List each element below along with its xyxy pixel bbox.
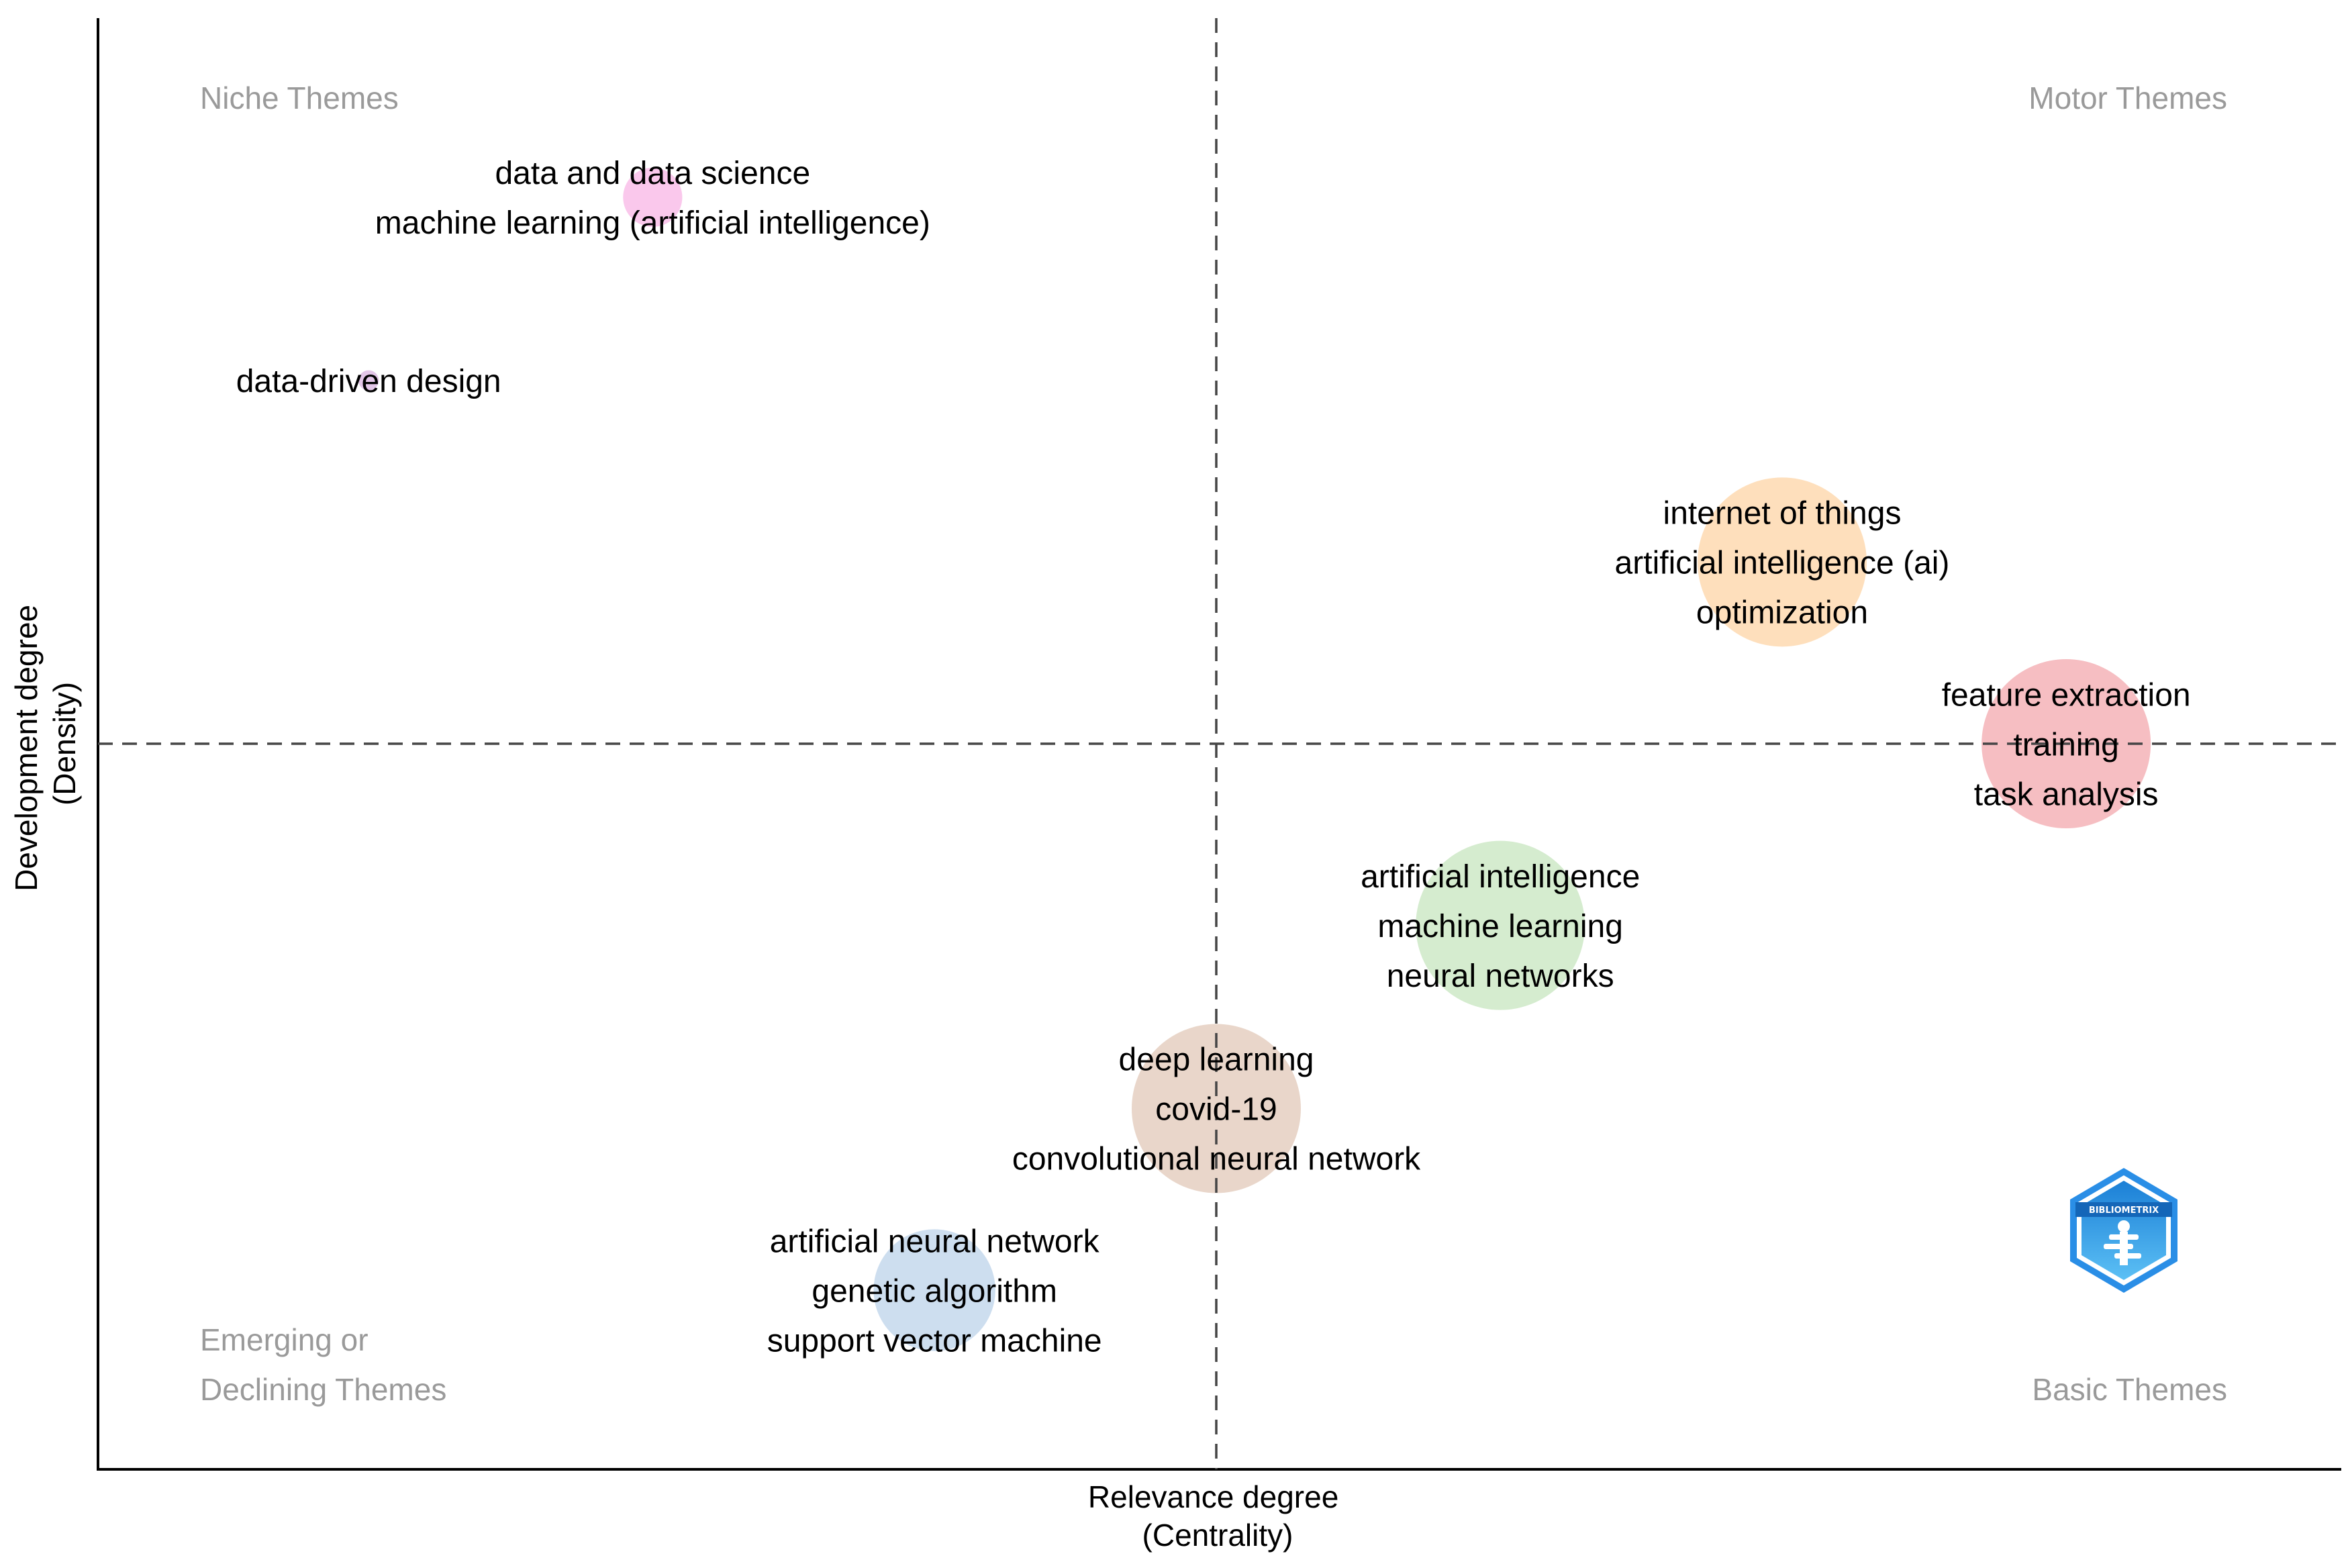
cluster-data-science-label-2: machine learning (artificial intelligenc… <box>375 205 930 241</box>
bibliometrix-logo: BIBLIOMETRIX <box>2070 1168 2177 1293</box>
cluster-iot-bubble <box>1697 477 1867 647</box>
cluster-deep-learning-label-1: deep learning <box>1119 1042 1314 1078</box>
logo-banner <box>2075 1202 2172 1217</box>
logo-figure-icon <box>2104 1220 2141 1265</box>
cluster-ann-label-2: genetic algorithm <box>812 1273 1057 1309</box>
cluster-ann-label-1: artificial neural network <box>770 1224 1100 1259</box>
quadrant-emerging-themes: Emerging or Declining Themes <box>200 1322 446 1407</box>
cluster-iot-label-3: optimization <box>1696 595 1868 631</box>
cluster-ai-label-3: neural networks <box>1387 959 1614 994</box>
cluster-ai-bubble <box>1416 840 1585 1010</box>
cluster-ai-label-2: machine learning <box>1377 909 1623 944</box>
cluster-feature-extraction-label-1: feature extraction <box>1942 677 2191 713</box>
cluster-deep-learning-label-3: convolutional neural network <box>1012 1142 1421 1177</box>
y-axis-title: Development degree (Density) <box>9 596 82 891</box>
quadrant-niche-line-1: Niche Themes <box>200 81 399 115</box>
cluster-iot-label-1: internet of things <box>1663 496 1902 532</box>
quadrant-emerging-line-1: Emerging or <box>200 1322 369 1357</box>
cluster-deep-learning-label-2: covid-19 <box>1155 1092 1277 1128</box>
cluster-ann-bubble <box>873 1229 995 1351</box>
cluster-data-driven-label-1: data-driven design <box>236 364 501 399</box>
quadrant-basic-line-1: Basic Themes <box>2032 1372 2227 1407</box>
x-axis-title-line-2: (Centrality) <box>1142 1518 1293 1553</box>
cluster-ai-label-1: artificial intelligence <box>1361 859 1640 895</box>
cluster-data-science-label-1: data and data science <box>495 156 810 191</box>
quadrant-basic-themes: Basic Themes <box>2032 1372 2227 1407</box>
x-axis-title: Relevance degree (Centrality) <box>1088 1479 1347 1553</box>
quadrant-niche-themes: Niche Themes <box>200 81 399 115</box>
cluster-labels: data and data science machine learning (a… <box>236 156 2191 1359</box>
cluster-ann-label-3: support vector machine <box>767 1323 1102 1359</box>
quadrant-motor-themes: Motor Themes <box>2028 81 2227 115</box>
cluster-data-driven-bubble <box>358 370 379 391</box>
cluster-feature-extraction-label-2: training <box>2013 727 2118 763</box>
quadrant-emerging-line-2: Declining Themes <box>200 1372 446 1407</box>
quadrant-motor-line-1: Motor Themes <box>2028 81 2227 115</box>
cluster-iot-label-2: artificial intelligence (ai) <box>1615 546 1950 581</box>
logo-wordmark: BIBLIOMETRIX <box>2089 1206 2159 1216</box>
y-axis-title-line-1: Development degree <box>9 605 44 891</box>
y-axis-title-line-2: (Density) <box>47 682 82 805</box>
x-axis-title-line-1: Relevance degree <box>1088 1479 1338 1514</box>
cluster-feature-extraction-label-3: task analysis <box>1974 777 2159 812</box>
cluster-data-science-bubble <box>623 167 683 228</box>
